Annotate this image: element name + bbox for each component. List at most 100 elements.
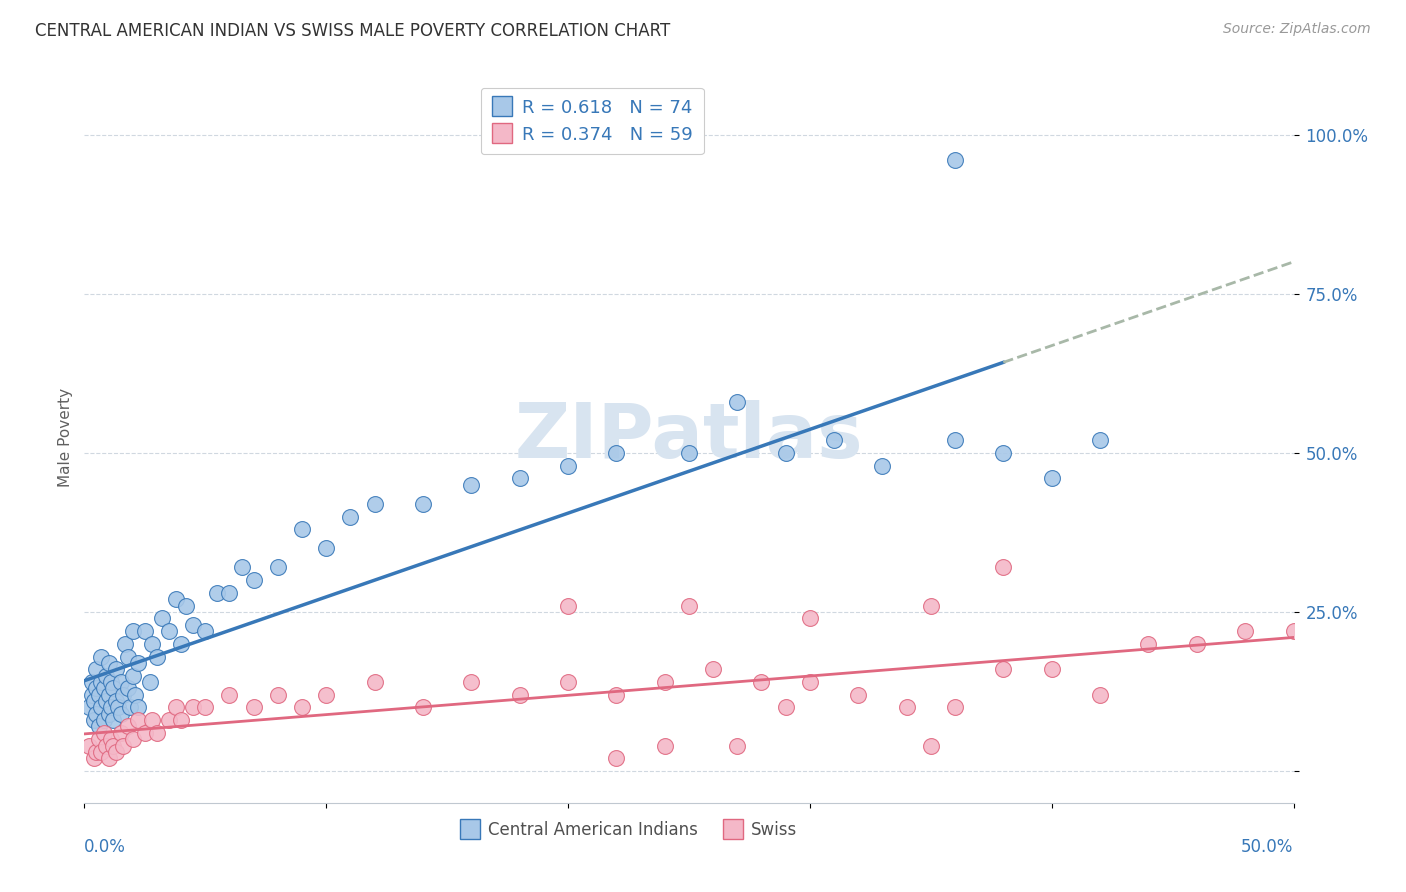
Point — [943, 700, 966, 714]
Point — [460, 477, 482, 491]
Point — [103, 681, 125, 696]
Point — [93, 726, 115, 740]
Text: Source: ZipAtlas.com: Source: ZipAtlas.com — [1223, 22, 1371, 37]
Point — [87, 732, 110, 747]
Point — [207, 586, 229, 600]
Point — [77, 739, 100, 753]
Point — [121, 732, 143, 747]
Point — [291, 522, 314, 536]
Point — [77, 700, 100, 714]
Point — [121, 624, 143, 638]
Point — [509, 688, 531, 702]
Point — [100, 732, 122, 747]
Point — [339, 509, 361, 524]
Point — [194, 624, 217, 638]
Text: 50.0%: 50.0% — [1241, 838, 1294, 855]
Point — [103, 739, 125, 753]
Point — [799, 675, 821, 690]
Point — [920, 739, 942, 753]
Point — [775, 700, 797, 714]
Point — [134, 726, 156, 740]
Point — [170, 713, 193, 727]
Point — [993, 446, 1015, 460]
Point — [90, 745, 112, 759]
Point — [83, 694, 105, 708]
Point — [993, 662, 1015, 676]
Y-axis label: Male Poverty: Male Poverty — [58, 387, 73, 487]
Point — [557, 599, 579, 613]
Point — [90, 700, 112, 714]
Point — [920, 599, 942, 613]
Point — [97, 706, 120, 721]
Point — [80, 675, 103, 690]
Point — [1234, 624, 1257, 638]
Point — [702, 662, 724, 676]
Point — [725, 395, 748, 409]
Point — [104, 745, 127, 759]
Point — [943, 153, 966, 168]
Point — [315, 541, 337, 556]
Point — [1088, 434, 1111, 448]
Point — [93, 681, 115, 696]
Point — [799, 611, 821, 625]
Point — [134, 624, 156, 638]
Point — [775, 446, 797, 460]
Legend: Central American Indians, Swiss: Central American Indians, Swiss — [453, 814, 804, 846]
Text: 0.0%: 0.0% — [84, 838, 127, 855]
Point — [267, 560, 290, 574]
Point — [1282, 624, 1305, 638]
Point — [846, 688, 869, 702]
Point — [100, 700, 122, 714]
Point — [231, 560, 253, 574]
Point — [87, 719, 110, 733]
Point — [242, 573, 264, 587]
Point — [117, 719, 139, 733]
Point — [97, 751, 120, 765]
Point — [107, 700, 129, 714]
Point — [141, 637, 163, 651]
Point — [80, 688, 103, 702]
Point — [181, 700, 204, 714]
Point — [315, 688, 337, 702]
Point — [90, 675, 112, 690]
Point — [100, 675, 122, 690]
Point — [127, 700, 149, 714]
Point — [86, 681, 108, 696]
Point — [124, 688, 146, 702]
Point — [112, 688, 135, 702]
Point — [174, 599, 197, 613]
Point — [94, 668, 117, 682]
Point — [94, 739, 117, 753]
Point — [412, 700, 434, 714]
Point — [896, 700, 918, 714]
Point — [605, 446, 627, 460]
Point — [751, 675, 773, 690]
Point — [157, 713, 180, 727]
Text: CENTRAL AMERICAN INDIAN VS SWISS MALE POVERTY CORRELATION CHART: CENTRAL AMERICAN INDIAN VS SWISS MALE PO… — [35, 22, 671, 40]
Point — [146, 649, 169, 664]
Point — [97, 688, 120, 702]
Point — [654, 675, 676, 690]
Point — [993, 560, 1015, 574]
Point — [165, 592, 187, 607]
Point — [150, 611, 173, 625]
Point — [1040, 471, 1063, 485]
Point — [110, 706, 132, 721]
Point — [267, 688, 290, 702]
Point — [654, 739, 676, 753]
Point — [725, 739, 748, 753]
Point — [103, 713, 125, 727]
Point — [1040, 662, 1063, 676]
Point — [363, 675, 385, 690]
Point — [127, 713, 149, 727]
Point — [86, 706, 108, 721]
Text: ZIPatlas: ZIPatlas — [515, 401, 863, 474]
Point — [114, 637, 136, 651]
Point — [1137, 637, 1160, 651]
Point — [943, 434, 966, 448]
Point — [83, 713, 105, 727]
Point — [605, 688, 627, 702]
Point — [1185, 637, 1208, 651]
Point — [509, 471, 531, 485]
Point — [117, 649, 139, 664]
